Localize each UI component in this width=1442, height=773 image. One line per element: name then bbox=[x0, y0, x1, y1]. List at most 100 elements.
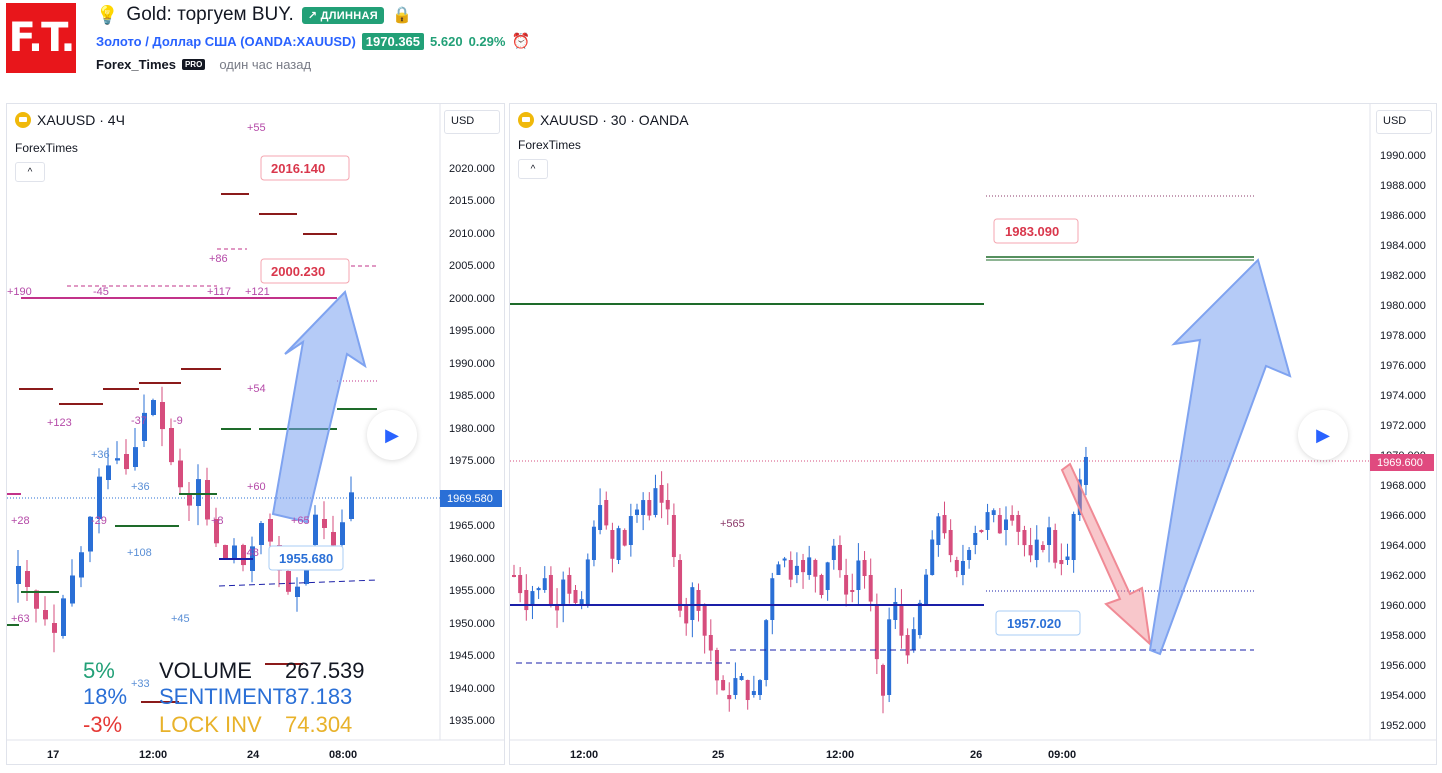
candle-body bbox=[702, 605, 707, 636]
target-label: 2000.230 bbox=[271, 264, 325, 279]
last-price-label: 1969.580 bbox=[447, 493, 493, 505]
pro-badge: PRO bbox=[181, 59, 206, 70]
right-currency-button[interactable]: USD bbox=[1376, 110, 1432, 134]
price-tick-label: 1954.000 bbox=[1380, 690, 1426, 702]
price-tick-label: 1980.000 bbox=[1380, 300, 1426, 312]
forex-times-logo[interactable]: F.T. bbox=[6, 3, 76, 73]
candle-body bbox=[770, 578, 775, 620]
candle-body bbox=[214, 519, 219, 544]
candle-body bbox=[1040, 545, 1045, 550]
lightbulb-icon: 💡 bbox=[96, 4, 119, 25]
idea-title: Gold: торгуем BUY. bbox=[126, 4, 294, 25]
candle-body bbox=[979, 530, 984, 533]
candle-body bbox=[696, 590, 701, 611]
candle-body bbox=[911, 629, 916, 650]
candle-body bbox=[1083, 456, 1088, 485]
candle-body bbox=[313, 514, 318, 545]
left-chart-canvas[interactable]: 2020.000 2015.000 2010.000 2005.000 2000.000… bbox=[7, 104, 505, 765]
left-collapse-button[interactable]: ^ bbox=[15, 162, 45, 182]
candle-body bbox=[1071, 513, 1076, 560]
candle-body bbox=[647, 500, 652, 516]
trade-mark-label: +565 bbox=[720, 518, 745, 530]
right-chart-canvas[interactable]: 1990.000 1988.000 1986.000 1984.000 1982.000… bbox=[510, 104, 1437, 765]
trade-mark-label: +86 bbox=[209, 253, 228, 265]
author-name[interactable]: Forex_Times bbox=[96, 57, 176, 72]
candle-body bbox=[295, 586, 300, 597]
candle-body bbox=[844, 575, 849, 595]
price-tick-label: 1965.000 bbox=[449, 520, 495, 532]
candle-body bbox=[536, 588, 541, 591]
candle-body bbox=[616, 528, 621, 560]
trade-mark-label: +55 bbox=[247, 122, 266, 134]
right-play-button[interactable]: ▶ bbox=[1298, 410, 1348, 460]
trade-mark-label: +63 bbox=[11, 613, 30, 625]
candle-body bbox=[751, 691, 756, 695]
left-indicator-name[interactable]: ForexTimes bbox=[15, 141, 78, 155]
play-icon: ▶ bbox=[385, 424, 399, 445]
trade-mark-label: +123 bbox=[47, 417, 72, 429]
level-line-blue-dashed bbox=[218, 579, 378, 587]
candle-body bbox=[160, 402, 165, 430]
candle-body bbox=[714, 650, 719, 681]
candle-body bbox=[985, 512, 990, 530]
left-chart-symbol: XAUUSD · 4Ч bbox=[37, 112, 125, 128]
play-icon: ▶ bbox=[1316, 424, 1330, 445]
candle-body bbox=[794, 565, 799, 575]
price-tick-label: 1972.000 bbox=[1380, 420, 1426, 432]
candle-body bbox=[991, 510, 996, 515]
candle-body bbox=[924, 574, 929, 605]
target-label: 1957.020 bbox=[1007, 616, 1061, 631]
candle-body bbox=[1047, 527, 1052, 545]
trade-mark-label: -48 bbox=[243, 547, 259, 559]
candle-body bbox=[124, 454, 129, 470]
stat-value: 267.539 bbox=[285, 658, 365, 683]
title-row: 💡 Gold: торгуем BUY. ↗ ДЛИННАЯ 🔒 bbox=[96, 4, 412, 26]
candle-body bbox=[1004, 519, 1008, 530]
trade-mark-label: +108 bbox=[127, 547, 152, 559]
candle-body bbox=[967, 549, 972, 560]
candle-body bbox=[573, 590, 578, 603]
candle-body bbox=[598, 505, 603, 530]
right-chart-title: XAUUSD · 30 · OANDA bbox=[518, 112, 689, 128]
candle-body bbox=[862, 560, 867, 577]
candle-body bbox=[232, 545, 237, 558]
candle-body bbox=[61, 598, 66, 636]
candle-body bbox=[196, 479, 201, 506]
trade-mark-label: -9 bbox=[173, 415, 183, 427]
alarm-clock-icon[interactable]: ⏰ bbox=[511, 33, 531, 50]
forecast-arrow-up bbox=[271, 290, 367, 524]
candle-body bbox=[349, 492, 354, 519]
price-tick-label: 1945.000 bbox=[449, 650, 495, 662]
right-collapse-button[interactable]: ^ bbox=[518, 159, 548, 179]
gold-coin-icon bbox=[15, 112, 31, 128]
target-label-box bbox=[260, 155, 350, 181]
time-tick-label: 12:00 bbox=[139, 749, 167, 761]
symbol-link[interactable]: Золото / Доллар США (OANDA:XAUUSD) bbox=[96, 33, 356, 49]
candle-body bbox=[1022, 530, 1027, 546]
candle-body bbox=[893, 601, 898, 620]
price-tick-label: 1935.000 bbox=[449, 715, 495, 727]
price-tick-label: 2010.000 bbox=[449, 228, 495, 240]
candle-body bbox=[331, 532, 336, 546]
candle-body bbox=[70, 575, 75, 604]
price-tick-label: 1952.000 bbox=[1380, 720, 1426, 732]
candle-body bbox=[887, 619, 892, 695]
candle-body bbox=[567, 575, 572, 594]
candle-body bbox=[512, 575, 516, 577]
left-chart-panel[interactable]: 2020.000 2015.000 2010.000 2005.000 2000.000… bbox=[6, 103, 505, 765]
stat-percent: 18% bbox=[83, 684, 127, 709]
price-badge: 1970.365 bbox=[361, 32, 425, 50]
last-price-label: 1969.600 bbox=[1377, 457, 1423, 469]
left-currency-button[interactable]: USD bbox=[444, 110, 500, 134]
candle-body bbox=[1028, 545, 1033, 556]
candle-body bbox=[610, 530, 615, 559]
price-tick-label: 1960.000 bbox=[449, 553, 495, 565]
time-tick-label: 08:00 bbox=[329, 749, 357, 761]
candle-body bbox=[1053, 530, 1058, 563]
left-play-button[interactable]: ▶ bbox=[367, 410, 417, 460]
right-indicator-name[interactable]: ForexTimes bbox=[518, 138, 581, 152]
candle-body bbox=[997, 515, 1002, 534]
price-change-percent: 0.29% bbox=[468, 33, 506, 49]
right-chart-panel[interactable]: 1990.000 1988.000 1986.000 1984.000 1982.000… bbox=[509, 103, 1437, 765]
time-tick-label: 26 bbox=[970, 749, 982, 761]
